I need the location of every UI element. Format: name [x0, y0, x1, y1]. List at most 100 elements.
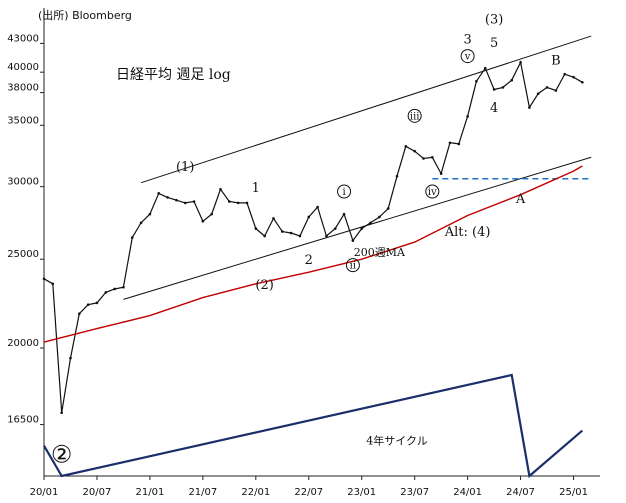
y-tick-label: 20000: [7, 338, 39, 349]
annotation-label: ⅰ: [342, 187, 345, 198]
annotation-circle: [460, 49, 475, 64]
y-tick-label: 35000: [7, 115, 39, 126]
price-point: [307, 215, 311, 219]
price-point: [86, 303, 90, 307]
price-point: [157, 192, 161, 195]
price-point: [95, 301, 99, 305]
price-point: [183, 201, 187, 205]
price-point: [333, 227, 337, 230]
price-point: [280, 230, 284, 233]
price-point: [148, 212, 152, 216]
x-tick-label: 21/01: [135, 487, 164, 498]
annotation-label: Alt: (4): [444, 225, 491, 240]
price-point: [422, 157, 425, 160]
price-point: [228, 200, 231, 203]
price-point: [360, 227, 364, 230]
annotation-label: 3: [463, 32, 471, 47]
x-tick-label: 22/01: [241, 487, 270, 498]
chart-title: 日経平均 週足 log: [116, 67, 231, 83]
x-tick-label: 21/07: [188, 487, 217, 498]
y-tick-label: 30000: [7, 177, 39, 188]
y-tick-label: 38000: [7, 83, 39, 94]
x-tick-label: 23/07: [400, 487, 429, 498]
y-tick-label: 40000: [7, 62, 39, 73]
price-point: [236, 201, 240, 205]
annotation-label: 4: [490, 101, 498, 116]
annotation-circle: [345, 258, 360, 273]
price-point: [210, 212, 213, 216]
price-point: [378, 215, 381, 219]
price-point: [351, 239, 355, 242]
annotation-label: 4年サイクル: [366, 433, 427, 447]
price-point: [298, 234, 302, 238]
price-point: [192, 200, 196, 203]
price-point: [342, 212, 346, 216]
x-tick-label: 25/01: [559, 487, 588, 498]
price-point: [563, 72, 566, 76]
upper-channel-line: [140, 35, 592, 184]
annotation-label: A: [515, 192, 526, 207]
price-point: [139, 221, 143, 225]
annotation-label: 1: [252, 181, 260, 196]
price-point: [431, 155, 434, 159]
annotation-label: 5: [490, 36, 498, 51]
price-point: [289, 231, 293, 235]
price-point: [60, 411, 63, 414]
x-tick-label: 24/07: [506, 487, 535, 498]
price-point: [536, 92, 540, 95]
price-point: [545, 86, 549, 89]
price-point: [483, 66, 487, 70]
price-point: [69, 356, 72, 360]
annotation-label: (2): [255, 278, 273, 293]
annotation-label: ⅱ: [350, 261, 357, 272]
annotation-label: ⅴ: [464, 52, 471, 63]
price-point: [325, 234, 328, 238]
price-point: [130, 236, 134, 239]
price-point: [369, 221, 372, 225]
price-point: [466, 115, 469, 118]
annotation-circle: [425, 184, 440, 199]
y-tick-label: 25000: [7, 249, 39, 260]
x-tick-label: 22/07: [294, 487, 323, 498]
annotation-label: 200週MA: [354, 246, 406, 259]
price-point: [439, 172, 443, 175]
price-point: [404, 145, 408, 148]
price-point: [42, 277, 46, 281]
x-tick-label: 23/01: [347, 487, 376, 498]
price-point: [51, 282, 55, 286]
annotation-circle: [337, 184, 352, 199]
price-point: [501, 86, 505, 89]
price-point: [113, 287, 116, 291]
source-label: (出所) Bloomberg: [38, 8, 132, 22]
price-point: [386, 207, 390, 210]
price-point: [254, 227, 258, 230]
annotations: (1) 1 2 (2) ⅰ ⅱ ⅲ ⅳ ⅴ 3 (3) 5 4 A B Alt: (4) 200週MA 4年サイク…: [51, 13, 561, 469]
price-point: [104, 291, 108, 294]
price-point: [395, 174, 399, 178]
x-tick-label: 24/01: [453, 487, 482, 498]
price-point: [554, 89, 558, 92]
annotation-label: ②: [51, 441, 73, 469]
cycle-line: [43, 373, 584, 479]
x-tick-label: 20/01: [30, 487, 59, 498]
price-series: [42, 60, 584, 479]
annotation-label: (1): [176, 160, 194, 175]
price-point: [219, 188, 222, 191]
annotation-label: (3): [485, 13, 503, 28]
price-point: [475, 79, 478, 83]
x-tick-label: 20/07: [83, 487, 112, 498]
annotation-label: 2: [305, 253, 313, 268]
price-point: [528, 106, 531, 109]
price-point: [316, 205, 319, 209]
annotation-circle: [407, 108, 422, 123]
price-point: [122, 285, 125, 289]
price-point: [510, 78, 514, 82]
price-point: [78, 312, 81, 316]
ma-line: [43, 165, 583, 343]
axes: 43000 40000 38000 35000 30000 25000 20000 16500…: [7, 8, 600, 498]
price-point: [175, 198, 178, 202]
price-point: [492, 88, 496, 91]
price-point: [572, 75, 575, 79]
